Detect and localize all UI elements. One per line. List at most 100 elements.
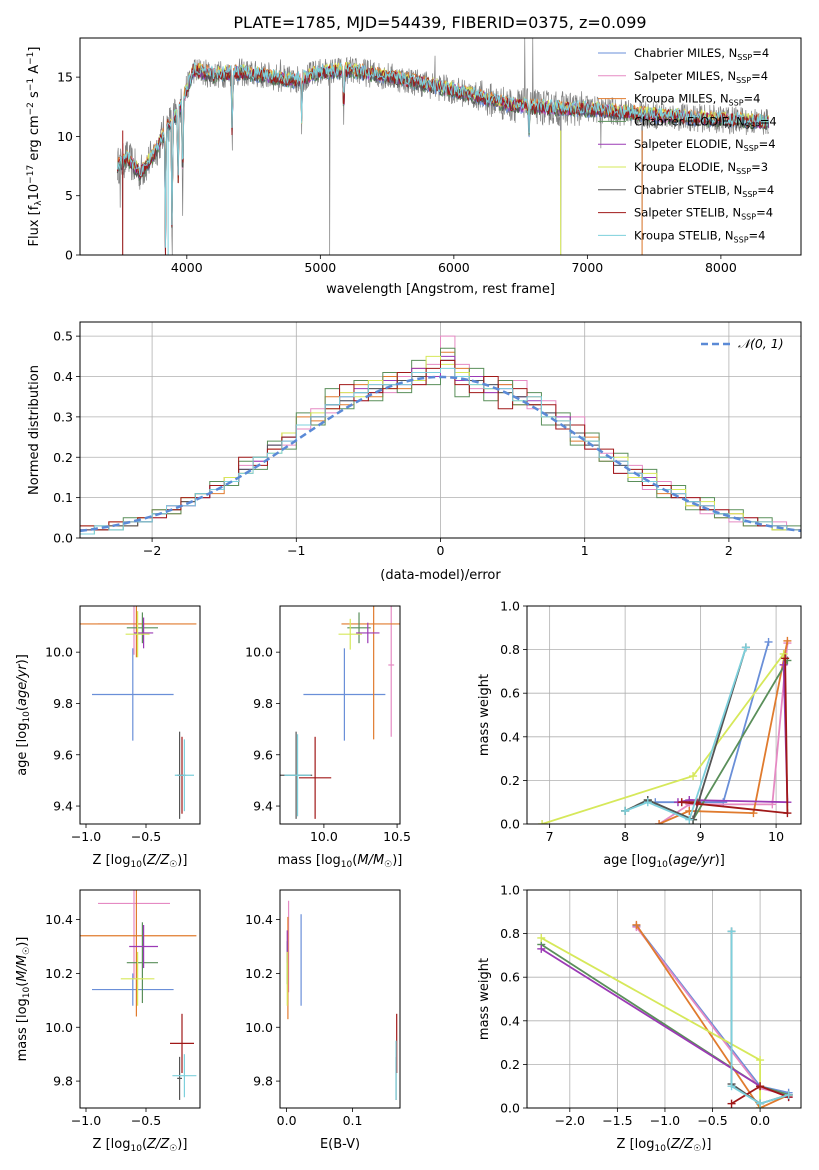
- errorbar-point: [338, 618, 362, 650]
- errorbar-point: [347, 612, 371, 644]
- legend-value: =4: [749, 228, 766, 242]
- errorbar-point: [388, 606, 395, 737]
- label-part: 10: [22, 986, 32, 998]
- axes-frame: [526, 889, 802, 1109]
- x-tick-label: 1: [581, 543, 589, 558]
- plot-area: [280, 606, 400, 819]
- label-part: 10: [654, 1144, 666, 1154]
- x-tick-label: −2.0: [555, 1113, 585, 1128]
- legend-value: =4: [744, 92, 761, 106]
- x-tick-label: 8: [621, 829, 629, 844]
- weight-line: [658, 642, 789, 824]
- errorbar-point: [92, 648, 174, 741]
- x-tick-label: 10: [768, 829, 784, 844]
- label-part: mass [log: [278, 853, 341, 868]
- label-part: )]: [177, 1137, 187, 1152]
- histogram-step: [80, 367, 801, 538]
- x-tick-label: −0.5: [131, 829, 161, 844]
- x-tick-label: 2: [725, 543, 733, 558]
- label-part: wavelength [Angstrom, rest frame]: [326, 282, 555, 297]
- y-tick-label: 9.8: [253, 1074, 273, 1089]
- weight-marker: [621, 806, 630, 815]
- legend-text: Kroupa MILES, N: [634, 92, 729, 106]
- legend-value: =4: [751, 69, 768, 83]
- y-tick-label: 0.6: [500, 686, 520, 701]
- legend: 𝒩(0, 1): [701, 336, 784, 351]
- x-tick-label: −0.5: [697, 1113, 727, 1128]
- y-tick-label: 10.0: [45, 645, 73, 660]
- label-part: )]: [715, 853, 725, 868]
- weight-line: [624, 647, 747, 821]
- weight-marker: [779, 649, 788, 658]
- y-axis-label: mass weight: [477, 958, 492, 1040]
- label-part: Z: [146, 853, 157, 868]
- weight-marker: [756, 1056, 765, 1065]
- legend-text: Chabrier MILES, N: [634, 46, 737, 60]
- errorbar-point: [172, 1054, 197, 1098]
- label-part: )]: [701, 1137, 711, 1152]
- legend-entry: Kroupa ELODIE, NSSP=3: [634, 160, 768, 176]
- y-tick-label: 0.4: [53, 369, 73, 384]
- y-tick-label: 9.8: [53, 696, 73, 711]
- weight-line: [624, 647, 747, 821]
- label-part: age [log: [15, 723, 30, 776]
- weight-marker: [784, 1090, 793, 1099]
- label-part: 10: [656, 860, 668, 870]
- x-tick-label: 7: [546, 829, 554, 844]
- axes-residual_hist: −2 −1 0 1 2 0.0 0.1 0.2 0.3 0.4 0.5 (data-model)/er…: [27, 321, 802, 583]
- weight-marker: [781, 654, 790, 663]
- label-part: Normed distribution: [27, 365, 42, 495]
- label-part: )]: [15, 654, 30, 664]
- label-part: M: [373, 853, 384, 868]
- label-part: )]: [177, 853, 187, 868]
- y-tick-label: 0.6: [500, 970, 520, 985]
- x-axis-label: (data-model)/error: [380, 568, 501, 583]
- weight-marker: [756, 1082, 765, 1091]
- weight-marker: [783, 809, 792, 818]
- legend-sub: SSP: [736, 167, 751, 176]
- label-part: mass weight: [477, 958, 492, 1040]
- weight-marker: [779, 660, 788, 669]
- normal-curve: [80, 375, 801, 533]
- weight-marker: [677, 798, 686, 807]
- legend-value: =4: [760, 114, 777, 128]
- weight-marker: [727, 1082, 736, 1091]
- label-part: (: [142, 853, 147, 868]
- y-tick-label: 0.8: [500, 926, 520, 941]
- label-part: Z [log: [617, 1137, 655, 1152]
- y-tick-label: 10.0: [45, 1020, 73, 1035]
- y-tick-label: 10.0: [245, 1020, 273, 1035]
- label-part: 10: [22, 711, 32, 723]
- y-tick-label: 1.0: [500, 883, 520, 898]
- y-tick-label: 5: [65, 188, 73, 203]
- y-axis-label: age [log10(age/yr)]: [15, 654, 32, 776]
- label-part: M: [15, 970, 30, 981]
- label-part: M: [15, 955, 30, 966]
- label-part: (: [15, 706, 30, 711]
- weight-marker: [764, 637, 773, 646]
- axes-z_age: −1.0 −0.59.49.69.810.0Z [log10(Z/Z☉)]age …: [15, 605, 201, 870]
- x-tick-label: 0: [437, 543, 445, 558]
- errorbar-point: [299, 736, 332, 819]
- errorbar-point: [170, 1013, 194, 1074]
- errorbar-point: [126, 612, 158, 644]
- y-tick-label: 9.4: [253, 799, 273, 814]
- plot-area: [80, 606, 197, 819]
- axes-frame: [279, 889, 401, 1109]
- label-part: −1: [26, 78, 36, 91]
- label-part: Z: [159, 1137, 170, 1152]
- label-part: (data-model)/error: [380, 568, 501, 583]
- weight-marker: [537, 944, 546, 953]
- legend-text: Chabrier STELIB, N: [634, 183, 742, 197]
- y-tick-label: 1.0: [500, 599, 520, 614]
- y-tick-label: 0.4: [500, 1013, 520, 1028]
- x-tick-label: −1.0: [71, 829, 101, 844]
- label-part: (: [142, 1137, 147, 1152]
- legend-value: =4: [752, 46, 769, 60]
- y-axis-label: Flux [fλ10−17 erg cm−2 s−1 A−1]: [26, 47, 44, 247]
- errorbar-point: [284, 734, 311, 817]
- label-part: /: [15, 676, 30, 683]
